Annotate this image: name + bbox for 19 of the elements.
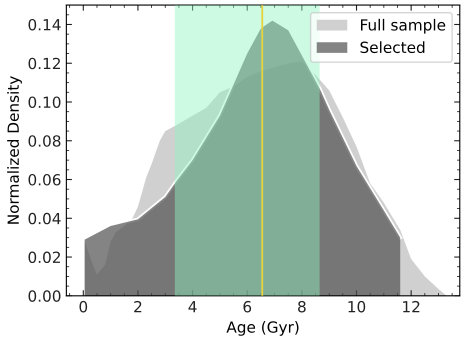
y-tick-label: 0.12 — [28, 58, 60, 70]
y-tick-label: 0.00 — [28, 290, 60, 302]
y-tick-label: 0.04 — [28, 212, 61, 224]
x-tick-label: 2 — [134, 300, 142, 312]
y-tick-label: 0.14 — [28, 18, 61, 30]
legend-label: Selected — [360, 41, 424, 54]
x-tick-label: 6 — [243, 300, 252, 312]
x-tick-label: 12 — [403, 300, 420, 312]
x-axis-title: Age (Gyr) — [226, 321, 298, 336]
x-tick-label: 4 — [188, 301, 197, 312]
legend-label: Full sample — [361, 18, 446, 34]
y-tick-label: 0.08 — [28, 135, 60, 147]
y-tick-label: 0.06 — [28, 174, 61, 186]
y-tick-label: 0.10 — [28, 96, 60, 108]
x-tick-label: 10 — [348, 300, 366, 312]
x-tick-label: 8 — [298, 300, 306, 312]
y-tick-label: 0.02 — [28, 252, 60, 264]
x-tick-label: 0 — [79, 300, 88, 312]
y-axis-title: Normalized Density — [7, 76, 22, 224]
